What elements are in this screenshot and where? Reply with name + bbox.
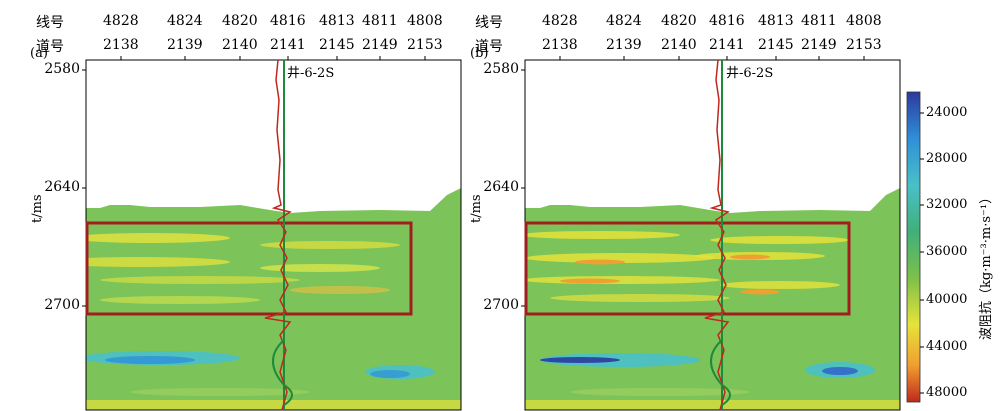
colorbar-gradient [906,91,921,403]
panel-a-line-number: 4820 [222,13,258,29]
panel-b-y-tick: 2580 [483,61,519,77]
colorbar-tick-marks [920,112,924,394]
panel-b-y-label: t/ms [469,194,484,223]
panel-a-well-log-red [264,59,292,411]
panel-b-well-log-green [710,339,731,406]
panel-a-well-log-green [272,339,293,406]
panel-b-well-log-red [704,59,730,411]
panel-a-section [86,188,461,410]
panel-b-trace-number: 2139 [606,37,642,53]
panel-a-line-number: 4808 [407,13,443,29]
panel-a-y-tick: 2580 [44,61,80,77]
panel-a-tick-marks [82,56,426,307]
panel-a-trace-number: 2145 [319,37,355,53]
panel-a-trace-label: 道号 [36,39,64,55]
panel-b-trace-number: 2140 [661,37,697,53]
colorbar-tick: 48000 [926,385,968,400]
panel-b-trace-number: 2149 [801,37,837,53]
panel-b-y-tick: 2640 [483,179,519,195]
colorbar-tick: 44000 [926,339,968,354]
panel-b-trace-number: 2153 [846,37,882,53]
panel-b-target-box [524,221,851,316]
panel-a-y-tick: 2640 [44,179,80,195]
colorbar-tick: 36000 [926,244,968,259]
panel-b-line-number: 4828 [542,13,578,29]
panel-b-line-number: 4820 [661,13,697,29]
colorbar-tick: 40000 [926,292,968,307]
panel-a-trace-number: 2140 [222,37,258,53]
panel-b-section [525,188,900,410]
panel-b-trace-number: 2141 [709,37,745,53]
panel-a-trace-number: 2138 [103,37,139,53]
panel-a-y-tick: 2700 [44,297,80,313]
colorbar-title: 波阻抗（kg·m⁻³·m·s⁻¹） [979,190,994,340]
panel-b-trace-number: 2138 [542,37,578,53]
panel-b-line-label: 线号 [475,15,503,31]
panel-a-line-number: 4811 [362,13,398,29]
panel-b-trace-number: 2145 [758,37,794,53]
panel-b-line-number: 4816 [709,13,745,29]
panel-b-y-tick: 2700 [483,297,519,313]
colorbar-tick: 24000 [926,105,968,120]
panel-b-line-number: 4808 [846,13,882,29]
panel-a-trace-number: 2141 [270,37,306,53]
panel-b-label: (b) [470,46,489,61]
panel-a-line-number: 4828 [103,13,139,29]
panel-a-line-number: 4813 [319,13,355,29]
panel-a-trace-number: 2149 [362,37,398,53]
panel-a-line-label: 线号 [36,15,64,31]
panel-a-target-box [85,221,413,316]
colorbar-tick: 32000 [926,197,968,212]
panel-b-tick-marks [521,56,865,307]
panel-a-trace-number: 2153 [407,37,443,53]
panel-a-line-number: 4816 [270,13,306,29]
panel-b-line-number: 4824 [606,13,642,29]
panel-b-line-number: 4813 [758,13,794,29]
panel-b-line-number: 4811 [801,13,837,29]
panel-b-trace-label: 道号 [475,39,503,55]
colorbar-tick: 28000 [926,151,968,166]
panel-a-label: (a) [30,46,48,61]
panel-b-well-name: 井-6-2S [726,66,774,81]
panel-a-well-name: 井-6-2S [287,66,335,81]
panel-a-trace-number: 2139 [167,37,203,53]
panel-a-y-label: t/ms [30,194,45,223]
panel-a-line-number: 4824 [167,13,203,29]
